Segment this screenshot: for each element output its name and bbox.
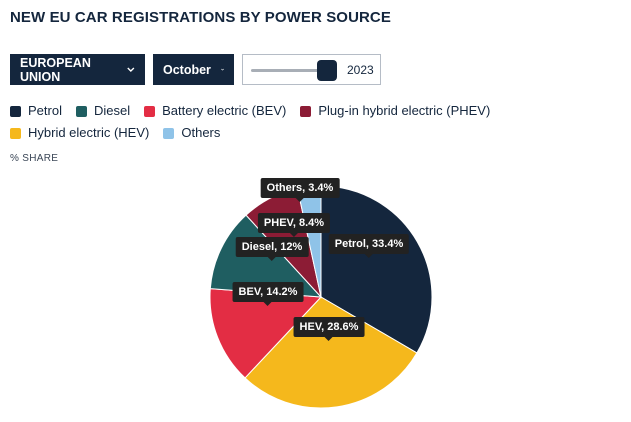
- chevron-down-icon: [221, 68, 224, 71]
- pie-slice-hybrid-electric-hev[interactable]: [244, 296, 418, 409]
- legend-item-plug-in-hybrid-electric-phev[interactable]: Plug-in hybrid electric (PHEV): [300, 103, 490, 119]
- month-dropdown-label: October: [163, 62, 211, 77]
- year-slider-track[interactable]: [251, 69, 333, 72]
- region-dropdown-label: EUROPEAN UNION: [20, 55, 91, 84]
- legend-item-others[interactable]: Others: [163, 125, 220, 141]
- chart-legend: Petrol Diesel Battery electric (BEV) Plug-i…: [10, 103, 620, 141]
- slice-label-petrol: Petrol, 33.4%: [328, 234, 410, 258]
- slice-label-hybrid-electric-hev: HEV, 28.6%: [293, 317, 365, 341]
- year-value: 2023: [347, 63, 374, 77]
- pie-slice-petrol[interactable]: [320, 185, 433, 354]
- legend-item-petrol[interactable]: Petrol: [10, 103, 62, 119]
- slice-label-others: Others, 3.4%: [260, 178, 340, 202]
- unit-label: % SHARE: [10, 153, 59, 164]
- legend-item-battery-electric-bev[interactable]: Battery electric (BEV): [144, 103, 286, 119]
- legend-label: Others: [181, 125, 221, 140]
- chart-title: NEW EU CAR REGISTRATIONS BY POWER SOURCE: [10, 9, 391, 26]
- legend-label: Plug-in hybrid electric (PHEV): [318, 103, 491, 118]
- legend-swatch: [10, 127, 21, 139]
- year-slider-handle[interactable]: [317, 60, 337, 81]
- legend-swatch: [163, 127, 175, 139]
- legend-swatch: [10, 105, 21, 117]
- legend-label: Battery electric (BEV): [162, 103, 287, 118]
- legend-item-diesel[interactable]: Diesel: [75, 103, 131, 119]
- legend-label: Hybrid electric (HEV): [28, 125, 150, 140]
- month-dropdown[interactable]: October: [153, 54, 234, 85]
- legend-label: Diesel: [93, 103, 131, 118]
- legend-label: Petrol: [28, 103, 62, 118]
- slice-label-plug-in-hybrid-electric-phev: PHEV, 8.4%: [257, 213, 331, 237]
- filter-controls: EUROPEAN UNION October 2023: [10, 54, 381, 85]
- pie-slice-battery-electric-bev[interactable]: [209, 288, 323, 379]
- chevron-down-icon: [127, 67, 135, 73]
- slice-label-battery-electric-bev: BEV, 14.2%: [232, 282, 304, 306]
- year-slider: 2023: [242, 54, 381, 85]
- legend-item-hybrid-electric-hev[interactable]: Hybrid electric (HEV): [10, 125, 149, 141]
- legend-swatch: [300, 105, 312, 117]
- legend-swatch: [144, 105, 156, 117]
- slice-label-diesel: Diesel, 12%: [235, 237, 309, 261]
- region-dropdown[interactable]: EUROPEAN UNION: [10, 54, 145, 85]
- legend-swatch: [75, 105, 87, 117]
